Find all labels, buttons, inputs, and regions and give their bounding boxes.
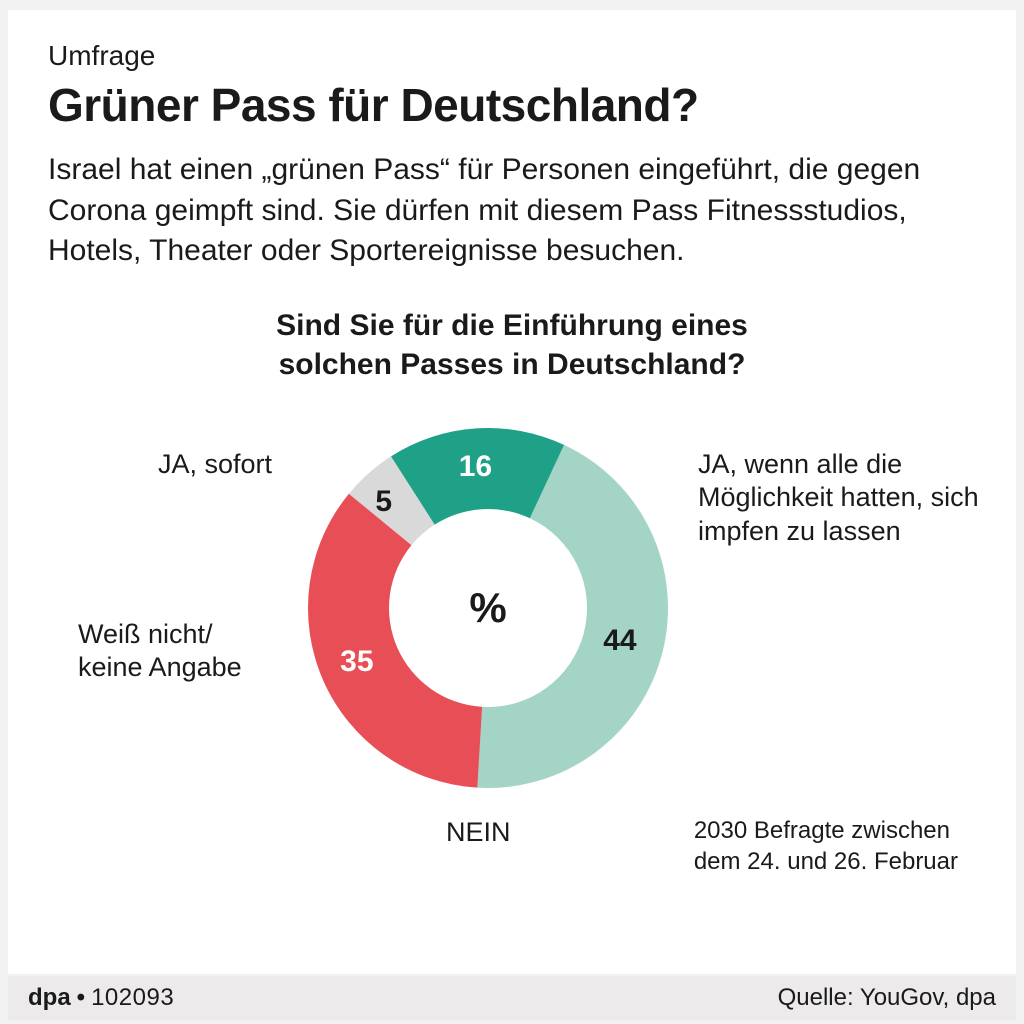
- segment-value-yes_conditional: 44: [603, 624, 636, 658]
- segment-value-no: 35: [340, 645, 373, 679]
- graphic-code: 102093: [91, 984, 174, 1012]
- kicker: Umfrage: [48, 40, 976, 72]
- segment-label-dontknow: Weiß nicht/ keine Angabe: [78, 618, 278, 686]
- survey-question: Sind Sie für die Einführung eines solche…: [152, 306, 872, 384]
- footer-source: Quelle: YouGov, dpa: [778, 984, 996, 1012]
- brand-name: dpa: [28, 984, 71, 1012]
- donut-chart: % 4435516 JA, wenn alle die Möglichkeit …: [48, 408, 976, 878]
- segment-value-yes_now: 16: [459, 450, 492, 484]
- center-percent-symbol: %: [469, 584, 506, 632]
- footer-brand: dpa • 102093: [28, 984, 174, 1012]
- donut-segment-no: [308, 493, 482, 787]
- question-line: Sind Sie für die Einführung eines: [276, 309, 748, 342]
- lede-paragraph: Israel hat einen „grünen Pass“ für Perso…: [48, 150, 976, 272]
- question-line: solchen Passes in Deutschland?: [279, 348, 746, 381]
- sample-line: 2030 Befragte zwischen: [694, 817, 950, 844]
- segment-label-yes-now: JA, sofort: [158, 448, 272, 482]
- separator-bullet: •: [77, 984, 85, 1012]
- sample-note: 2030 Befragte zwischen dem 24. und 26. F…: [694, 815, 958, 877]
- donut-ring: % 44 35 5 16: [308, 428, 668, 788]
- segment-value-dontknow: 5: [375, 485, 392, 519]
- segment-label-no: NEIN: [446, 816, 511, 850]
- headline: Grüner Pass für Deutschland?: [48, 78, 976, 132]
- sample-line: dem 24. und 26. Februar: [694, 848, 958, 875]
- infographic-card: Umfrage Grüner Pass für Deutschland? Isr…: [8, 10, 1016, 974]
- segment-label-yes-conditional: JA, wenn alle die Möglichkeit hatten, si…: [698, 448, 998, 549]
- footer-bar: dpa • 102093 Quelle: YouGov, dpa: [8, 976, 1016, 1020]
